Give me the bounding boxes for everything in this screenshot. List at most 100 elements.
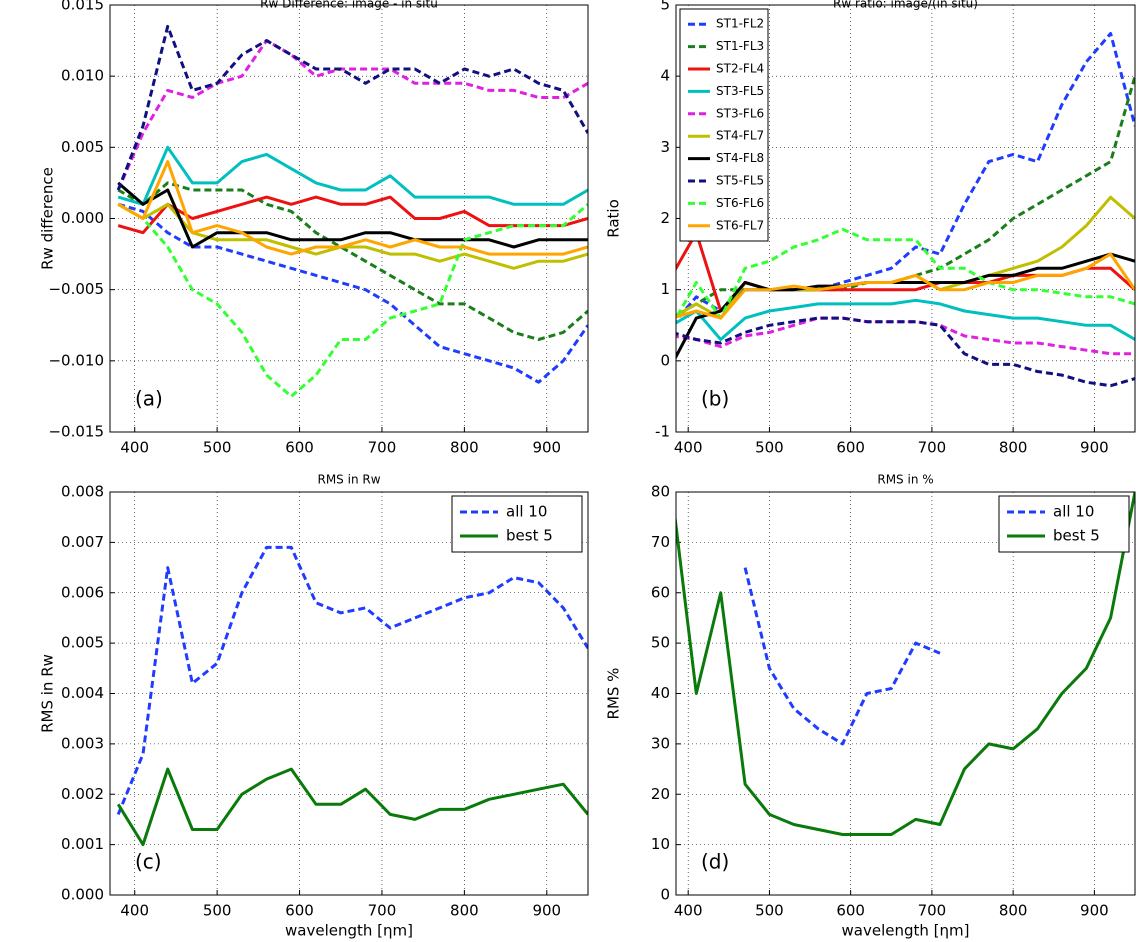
y-tick-label: 2 <box>660 209 670 227</box>
y-axis-label: RMS in Rw <box>39 654 57 733</box>
y-tick-label: 0.008 <box>61 483 104 501</box>
data-line <box>676 492 1135 836</box>
y-tick-label: 0.002 <box>61 785 104 803</box>
y-tick-label: 60 <box>651 583 670 601</box>
legend-label: ST5-FL5 <box>716 174 764 188</box>
y-tick-label: 0.000 <box>61 209 104 227</box>
y-tick-label: 40 <box>651 684 670 702</box>
x-tick-label: 500 <box>203 439 232 457</box>
y-tick-label: 20 <box>651 785 670 803</box>
series-group <box>676 32 1135 388</box>
legend-label: best 5 <box>506 527 553 545</box>
plot-frame <box>675 491 1136 896</box>
x-tick-label: 700 <box>368 439 397 457</box>
panel-label: (c) <box>135 850 162 874</box>
x-tick-label: 600 <box>285 902 314 920</box>
y-tick-label: 0.010 <box>61 67 104 85</box>
panel-label: (b) <box>701 387 729 411</box>
x-tick-label: 800 <box>999 439 1028 457</box>
y-tick-label: 50 <box>651 634 670 652</box>
x-tick-label: 900 <box>1080 902 1109 920</box>
legend-label: ST1-FL3 <box>716 39 764 53</box>
chart-title: Rw Difference: image - in situ <box>260 0 438 11</box>
y-tick-label: 0.006 <box>61 583 104 601</box>
legend-label: ST2-FL4 <box>716 62 764 76</box>
x-tick-label: 600 <box>836 902 865 920</box>
x-tick-label: 900 <box>532 439 561 457</box>
x-tick-label: 600 <box>285 439 314 457</box>
data-line <box>743 567 941 746</box>
series-group <box>116 24 588 398</box>
legend-label: ST3-FL6 <box>716 106 764 120</box>
data-line <box>117 181 588 341</box>
legend-label: all 10 <box>1053 503 1094 521</box>
chart-title: RMS in Rw <box>317 473 380 487</box>
x-tick-label: 400 <box>674 902 703 920</box>
legend-label: ST1-FL2 <box>716 17 764 31</box>
chart-title: Rw ratio: image/(in situ) <box>833 0 978 11</box>
plot-frame <box>675 4 1136 433</box>
legend-label: all 10 <box>506 503 547 521</box>
x-tick-label: 400 <box>120 902 149 920</box>
legend-label: ST3-FL5 <box>716 84 764 98</box>
y-tick-label: 0.015 <box>61 0 104 14</box>
y-tick-label: 1 <box>660 280 670 298</box>
x-tick-label: 800 <box>999 902 1028 920</box>
legend-label: best 5 <box>1053 527 1100 545</box>
x-tick-label: 400 <box>674 439 703 457</box>
legend-box <box>998 495 1130 553</box>
data-line <box>117 202 588 384</box>
data-line <box>676 227 1135 322</box>
panel-label: (d) <box>701 850 729 874</box>
y-axis-label: RMS % <box>605 668 623 720</box>
data-line <box>676 252 1135 320</box>
data-line <box>116 545 588 815</box>
y-tick-label: 3 <box>660 138 670 156</box>
y-tick-label: 0.005 <box>61 634 104 652</box>
x-tick-label: 500 <box>755 902 784 920</box>
x-tick-label: 700 <box>918 902 947 920</box>
x-tick-label: 500 <box>203 902 232 920</box>
x-tick-label: 400 <box>120 439 149 457</box>
y-tick-label: 10 <box>651 835 670 853</box>
panel-label: (a) <box>135 387 163 411</box>
y-tick-label: 70 <box>651 533 670 551</box>
data-line <box>676 316 1135 388</box>
data-line <box>676 75 1135 318</box>
y-tick-label: 80 <box>651 483 670 501</box>
y-tick-label: 0.003 <box>61 734 104 752</box>
x-tick-label: 800 <box>450 439 479 457</box>
x-tick-label: 700 <box>368 902 397 920</box>
x-tick-label: 900 <box>532 902 561 920</box>
data-line <box>116 767 588 847</box>
series-group <box>676 492 1135 836</box>
y-tick-label: 0.007 <box>61 533 104 551</box>
x-axis-label: wavelength [ηm] <box>842 922 970 940</box>
legend-label: ST6-FL6 <box>716 196 764 210</box>
data-line <box>117 202 588 270</box>
plot-frame <box>109 491 589 896</box>
y-tick-label: −0.010 <box>48 351 104 369</box>
legend-label: ST4-FL8 <box>716 151 764 165</box>
data-line <box>117 145 588 206</box>
y-tick-label: 0.005 <box>61 138 104 156</box>
y-tick-label: 0.001 <box>61 835 104 853</box>
y-tick-label: 5 <box>660 0 670 14</box>
legend-label: ST6-FL7 <box>716 218 764 232</box>
x-axis-label: wavelength [ηm] <box>285 922 413 940</box>
y-tick-label: -1 <box>655 423 670 441</box>
x-tick-label: 500 <box>755 439 784 457</box>
x-tick-label: 800 <box>450 902 479 920</box>
y-tick-label: −0.015 <box>48 423 104 441</box>
y-axis-label: Ratio <box>605 199 623 238</box>
y-tick-label: 0.000 <box>61 886 104 904</box>
legend-box <box>451 495 583 553</box>
chart-title: RMS in % <box>877 473 933 487</box>
legend-label: ST4-FL7 <box>716 129 764 143</box>
y-tick-label: −0.005 <box>48 280 104 298</box>
plot-area <box>110 492 588 895</box>
y-tick-label: 0.004 <box>61 684 104 702</box>
y-axis-label: Rw difference <box>39 167 57 270</box>
y-tick-label: 30 <box>651 734 670 752</box>
